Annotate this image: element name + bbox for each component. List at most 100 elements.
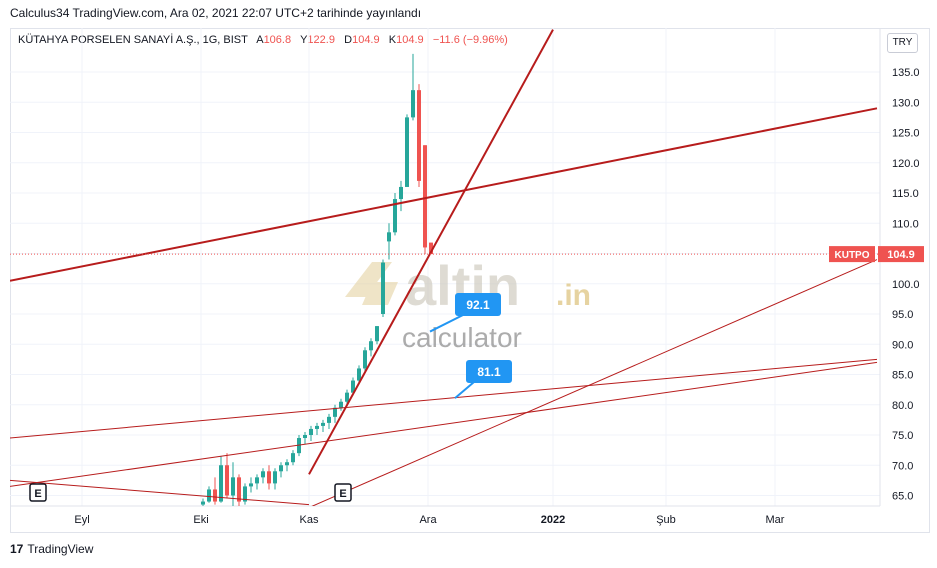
watermark-sub: calculator bbox=[402, 322, 522, 353]
trendlines-group bbox=[10, 29, 878, 506]
candle-body bbox=[333, 407, 337, 417]
y-tick-label: 95.0 bbox=[892, 309, 913, 321]
last-price-label-bg bbox=[878, 246, 924, 263]
event-marker-label: E bbox=[339, 488, 346, 500]
x-tick-label: 2022 bbox=[541, 514, 565, 526]
callout-bubble bbox=[455, 293, 501, 316]
trendline bbox=[308, 29, 554, 475]
candle-body bbox=[285, 462, 289, 466]
candle-body bbox=[243, 486, 247, 502]
last-price-label: 104.9 bbox=[887, 249, 915, 261]
trendline bbox=[10, 361, 878, 487]
symbol-legend: KÜTAHYA PORSELEN SANAYİ A.Ş., 1G, BIST A… bbox=[18, 34, 508, 46]
event-marker-label: E bbox=[34, 488, 41, 500]
y-tick-label: 115.0 bbox=[892, 188, 919, 200]
candle-body bbox=[351, 380, 355, 393]
candle-body bbox=[261, 471, 265, 478]
x-tick-label: Eyl bbox=[74, 514, 89, 526]
candle-body bbox=[273, 471, 277, 484]
tradingview-logo: 17 TradingView bbox=[10, 542, 93, 556]
callout-label: 92.1 bbox=[466, 298, 490, 312]
y-tick-label: 120.0 bbox=[892, 158, 920, 170]
ohlc-close-key: K bbox=[388, 34, 397, 46]
event-marker-box bbox=[334, 483, 352, 502]
candle-body bbox=[207, 489, 211, 502]
y-tick-label: 130.0 bbox=[892, 97, 920, 109]
candle-body bbox=[387, 232, 391, 242]
event-marker-box bbox=[29, 483, 47, 502]
currency-button[interactable]: TRY bbox=[887, 33, 918, 53]
candle-body bbox=[411, 90, 415, 118]
candle-body bbox=[369, 341, 373, 351]
candle-body bbox=[363, 350, 367, 369]
candle-body bbox=[303, 435, 307, 439]
candle-body bbox=[381, 262, 385, 314]
candle-body bbox=[219, 465, 223, 502]
callout-label: 81.1 bbox=[477, 365, 501, 379]
candle-body bbox=[393, 199, 397, 233]
candle-body bbox=[225, 465, 229, 496]
ohlc-low-key: D bbox=[344, 34, 353, 46]
candle-body bbox=[345, 392, 349, 402]
callout-pointer bbox=[429, 314, 464, 333]
candle-body bbox=[321, 422, 325, 426]
y-tick-label: 90.0 bbox=[892, 339, 913, 351]
y-tick-label: 65.0 bbox=[892, 491, 913, 503]
trendline bbox=[311, 259, 878, 506]
symbol-label-bg bbox=[829, 246, 875, 263]
candle-body bbox=[279, 465, 283, 472]
brand-label: TradingView bbox=[27, 542, 94, 556]
candle-body bbox=[429, 242, 433, 255]
trendline bbox=[10, 358, 878, 439]
watermark-logo-icon bbox=[362, 282, 398, 305]
candle-body bbox=[309, 428, 313, 435]
candle-body bbox=[237, 477, 241, 502]
ohlc-open-key: A bbox=[256, 34, 264, 46]
candle-body bbox=[327, 416, 331, 423]
x-tick-label: Ara bbox=[419, 514, 437, 526]
candle-body bbox=[249, 483, 253, 487]
ohlc-high-value: 122.9 bbox=[307, 34, 335, 46]
candle-body bbox=[267, 471, 271, 484]
candle-body bbox=[213, 489, 217, 502]
x-tick-label: Mar bbox=[766, 514, 785, 526]
price-change: −11.6 (−9.96%) bbox=[432, 34, 508, 46]
tradingview-logo-icon: 17 bbox=[10, 542, 24, 556]
callout-pointer bbox=[454, 381, 475, 399]
y-tick-label: 80.0 bbox=[892, 400, 913, 412]
symbol-label: KUTPO bbox=[835, 250, 870, 261]
watermark-logo-icon bbox=[345, 262, 392, 297]
y-tick-label: 75.0 bbox=[892, 430, 913, 442]
candle-body bbox=[417, 90, 421, 181]
ohlc-high-key: Y bbox=[300, 34, 308, 46]
y-tick-label: 100.0 bbox=[892, 279, 920, 291]
ohlc-low-value: 104.9 bbox=[352, 34, 380, 46]
candle-body bbox=[375, 326, 379, 342]
candle-body bbox=[231, 477, 235, 496]
x-tick-label: Şub bbox=[656, 514, 676, 526]
candle-body bbox=[399, 186, 403, 200]
x-tick-label: Eki bbox=[193, 514, 208, 526]
candles-group bbox=[201, 53, 433, 506]
symbol-title: KÜTAHYA PORSELEN SANAYİ A.Ş., 1G, BIST bbox=[18, 34, 248, 46]
y-tick-label: 85.0 bbox=[892, 370, 913, 382]
y-tick-label: 110.0 bbox=[892, 218, 919, 230]
candle-body bbox=[291, 453, 295, 463]
callout-bubble bbox=[466, 360, 512, 383]
trendline bbox=[10, 479, 310, 506]
y-tick-label: 125.0 bbox=[892, 128, 920, 140]
trendline bbox=[10, 107, 878, 282]
y-tick-label: 135.0 bbox=[892, 67, 920, 79]
candle-body bbox=[423, 145, 427, 248]
published-info: Calculus34 TradingView.com, Ara 02, 2021… bbox=[10, 6, 422, 20]
candle-body bbox=[201, 501, 205, 505]
watermark-group bbox=[345, 262, 398, 305]
ohlc-open-value: 106.8 bbox=[263, 34, 292, 46]
candle-body bbox=[315, 425, 319, 429]
y-tick-label: 70.0 bbox=[892, 460, 913, 472]
watermark-suffix: .in bbox=[556, 279, 591, 312]
ohlc-close-value: 104.9 bbox=[396, 34, 424, 46]
x-tick-label: Kas bbox=[300, 514, 319, 526]
candle-body bbox=[339, 401, 343, 408]
